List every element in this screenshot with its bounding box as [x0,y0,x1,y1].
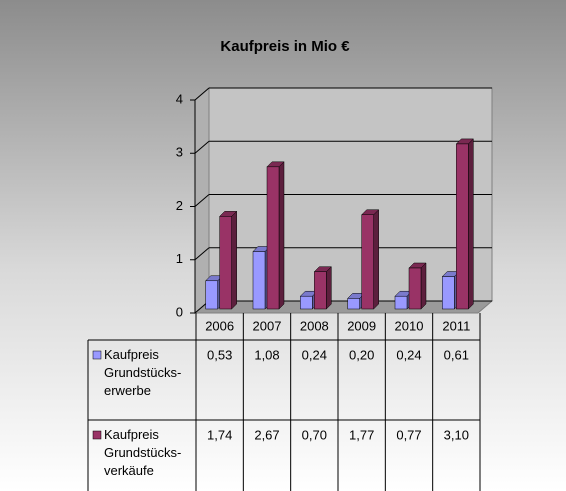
x-tick-label: 2010 [395,318,424,333]
table-value: 1,08 [254,347,279,362]
bar [300,295,313,310]
bar [252,251,266,310]
bar-side [278,161,285,310]
bar [456,143,469,310]
table-value: 0,53 [207,347,232,362]
x-tick-label: 2007 [253,318,282,333]
y-tick-label: 4 [176,91,183,106]
legend-label: Kaufpreis Grundstücks-erwerbe [104,347,182,398]
table-value: 1,77 [349,427,374,442]
bar-side [231,210,237,310]
bar [442,276,455,310]
table-value: 2,67 [254,427,279,442]
y-tick-label: 3 [176,145,183,160]
bar-side [326,266,332,310]
table-value: 0,70 [302,427,327,442]
x-tick-label: 2006 [205,318,234,333]
grid-line-side [194,247,210,261]
bar-side [420,262,427,310]
x-tick-label: 2009 [347,318,376,333]
chart-title: Kaufpreis in Mio € [220,38,350,55]
bar [314,271,327,310]
grid-line-side [194,87,210,101]
legend-swatch [92,350,102,360]
legend-swatch [92,430,102,440]
bar [394,295,408,310]
x-tick-label: 2008 [300,318,329,333]
table-value: 0,24 [396,347,421,362]
grid-line-side [194,140,210,154]
bar [205,280,218,310]
bar [347,298,360,310]
table-value: 0,24 [302,347,327,362]
y-tick-label: 2 [176,198,183,213]
x-tick-label: 2011 [442,318,470,333]
table-value: 0,61 [444,347,469,362]
table-value: 1,74 [207,427,232,442]
bar [219,216,232,310]
bar [266,166,280,310]
table-value: 0,20 [349,347,374,362]
bar [408,267,422,310]
y-tick-label: 0 [176,304,183,319]
bar-side [373,209,379,310]
grid-line-side [194,194,210,207]
bar [361,214,374,310]
table-value: 3,10 [444,427,469,442]
bar-side [468,138,474,310]
legend-label: Kaufpreis Grundstücks-verkäufe [104,427,182,478]
y-tick-label: 1 [176,251,183,266]
table-value: 0,77 [396,427,421,442]
